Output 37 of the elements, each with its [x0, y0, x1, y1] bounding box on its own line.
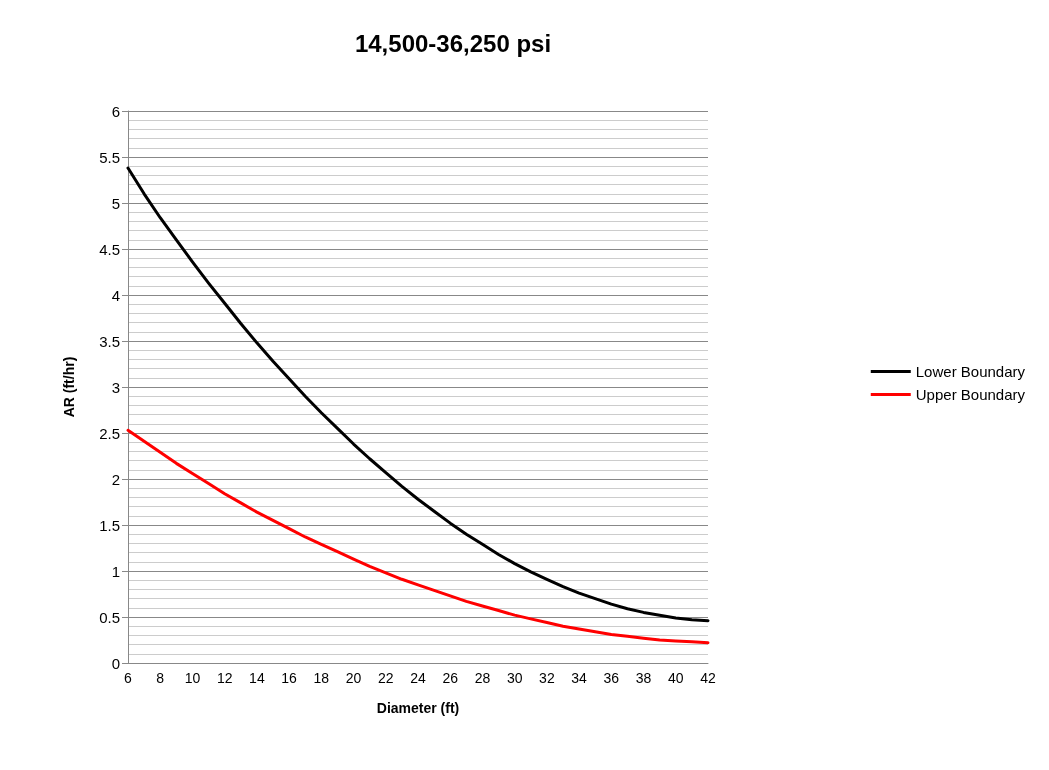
y-tick-label: 5.5 — [99, 148, 120, 166]
x-tick-label: 16 — [281, 670, 298, 686]
x-tick-label: 28 — [474, 670, 491, 686]
x-tick-label: 32 — [539, 670, 555, 686]
x-tick-label: 6 — [124, 670, 133, 686]
x-tick-label: 10 — [184, 670, 201, 686]
x-tick-label: 30 — [506, 670, 523, 686]
chart-title: 14,500-36,250 psi — [354, 29, 552, 57]
x-tick-label: 34 — [571, 670, 588, 686]
y-tick-label: 4.5 — [99, 240, 120, 258]
y-tick-label: 5 — [111, 194, 120, 212]
x-tick-label: 36 — [603, 670, 620, 686]
y-tick-label: 1.5 — [99, 516, 120, 534]
y-tick-label: 6 — [111, 102, 120, 120]
y-tick-label: 3.5 — [99, 332, 120, 350]
y-axis-title: AR (ft/hr) — [61, 356, 77, 418]
x-tick-label: 42 — [700, 670, 716, 686]
y-tick-label: 2 — [111, 470, 120, 488]
legend-label: Lower Boundary — [915, 363, 1026, 380]
x-tick-label: 18 — [313, 670, 330, 686]
x-tick-label: 40 — [667, 670, 684, 686]
x-tick-label: 38 — [635, 670, 652, 686]
y-tick-label: 3 — [111, 378, 120, 396]
y-tick-label: 4 — [111, 286, 120, 304]
y-tick-label: 1 — [111, 562, 120, 580]
x-tick-label: 20 — [345, 670, 362, 686]
x-tick-label: 14 — [249, 670, 265, 686]
x-tick-label: 26 — [442, 670, 459, 686]
x-tick-label: 8 — [156, 670, 165, 686]
legend-label: Upper Boundary — [915, 386, 1026, 403]
x-tick-label: 22 — [377, 670, 394, 686]
y-tick-label: 2.5 — [99, 424, 120, 442]
y-tick-label: 0.5 — [99, 608, 120, 626]
x-tick-label: 24 — [410, 670, 426, 686]
y-tick-label: 0 — [111, 654, 120, 672]
x-tick-label: 12 — [216, 670, 233, 686]
x-axis-title: Diameter (ft) — [376, 700, 460, 716]
